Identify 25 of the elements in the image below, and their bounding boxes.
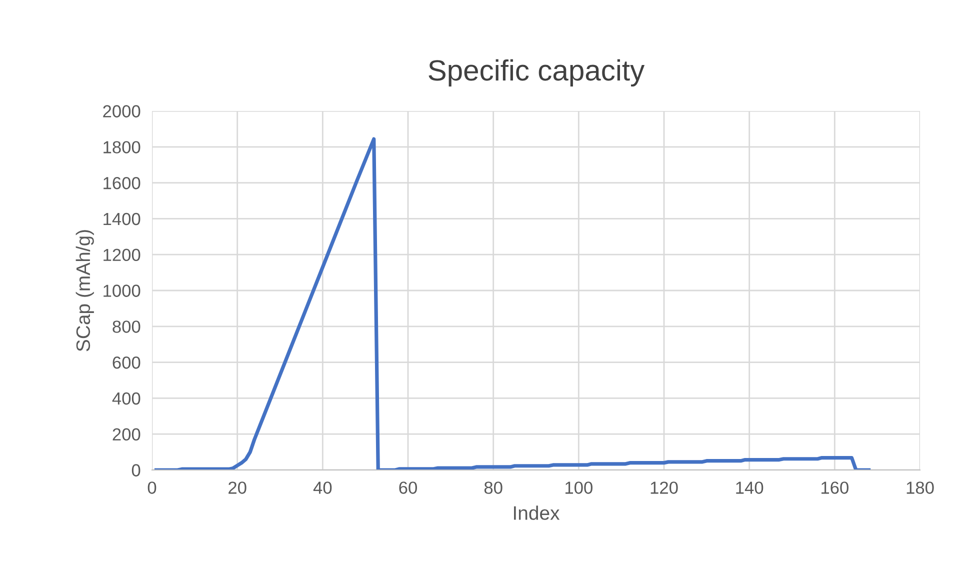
y-tick-label: 800 [112, 320, 140, 333]
y-tick-label: 600 [112, 356, 140, 369]
x-tick-label: 0 [148, 482, 156, 494]
line-series [154, 137, 871, 470]
y-tick-label: 1200 [104, 248, 140, 262]
x-tick-label: 80 [484, 482, 502, 494]
x-tick-label: 60 [399, 482, 417, 494]
x-tick-label: 100 [566, 482, 592, 494]
x-tick-label: 120 [650, 482, 678, 494]
y-tick-label: 1800 [104, 141, 140, 154]
x-axis-title: Index [514, 506, 560, 520]
y-axis-title: SCap (mAh/g) [76, 230, 94, 352]
x-tick-label: 140 [736, 482, 764, 494]
y-tick-label: 1000 [104, 284, 140, 297]
y-tick-label: 1400 [104, 212, 140, 226]
y-tick-label: 0 [132, 464, 140, 476]
x-tick-label: 20 [228, 482, 246, 494]
x-tick-label: 180 [906, 482, 934, 494]
y-tick-label: 200 [112, 428, 140, 441]
x-tick-label: 40 [313, 482, 332, 494]
y-tick-label: 400 [112, 392, 140, 405]
x-tick-label: 160 [822, 482, 848, 494]
y-tick-label: 1600 [104, 176, 140, 190]
chart-title: Specific capacity [428, 59, 645, 86]
y-tick-label: 2000 [103, 105, 140, 118]
